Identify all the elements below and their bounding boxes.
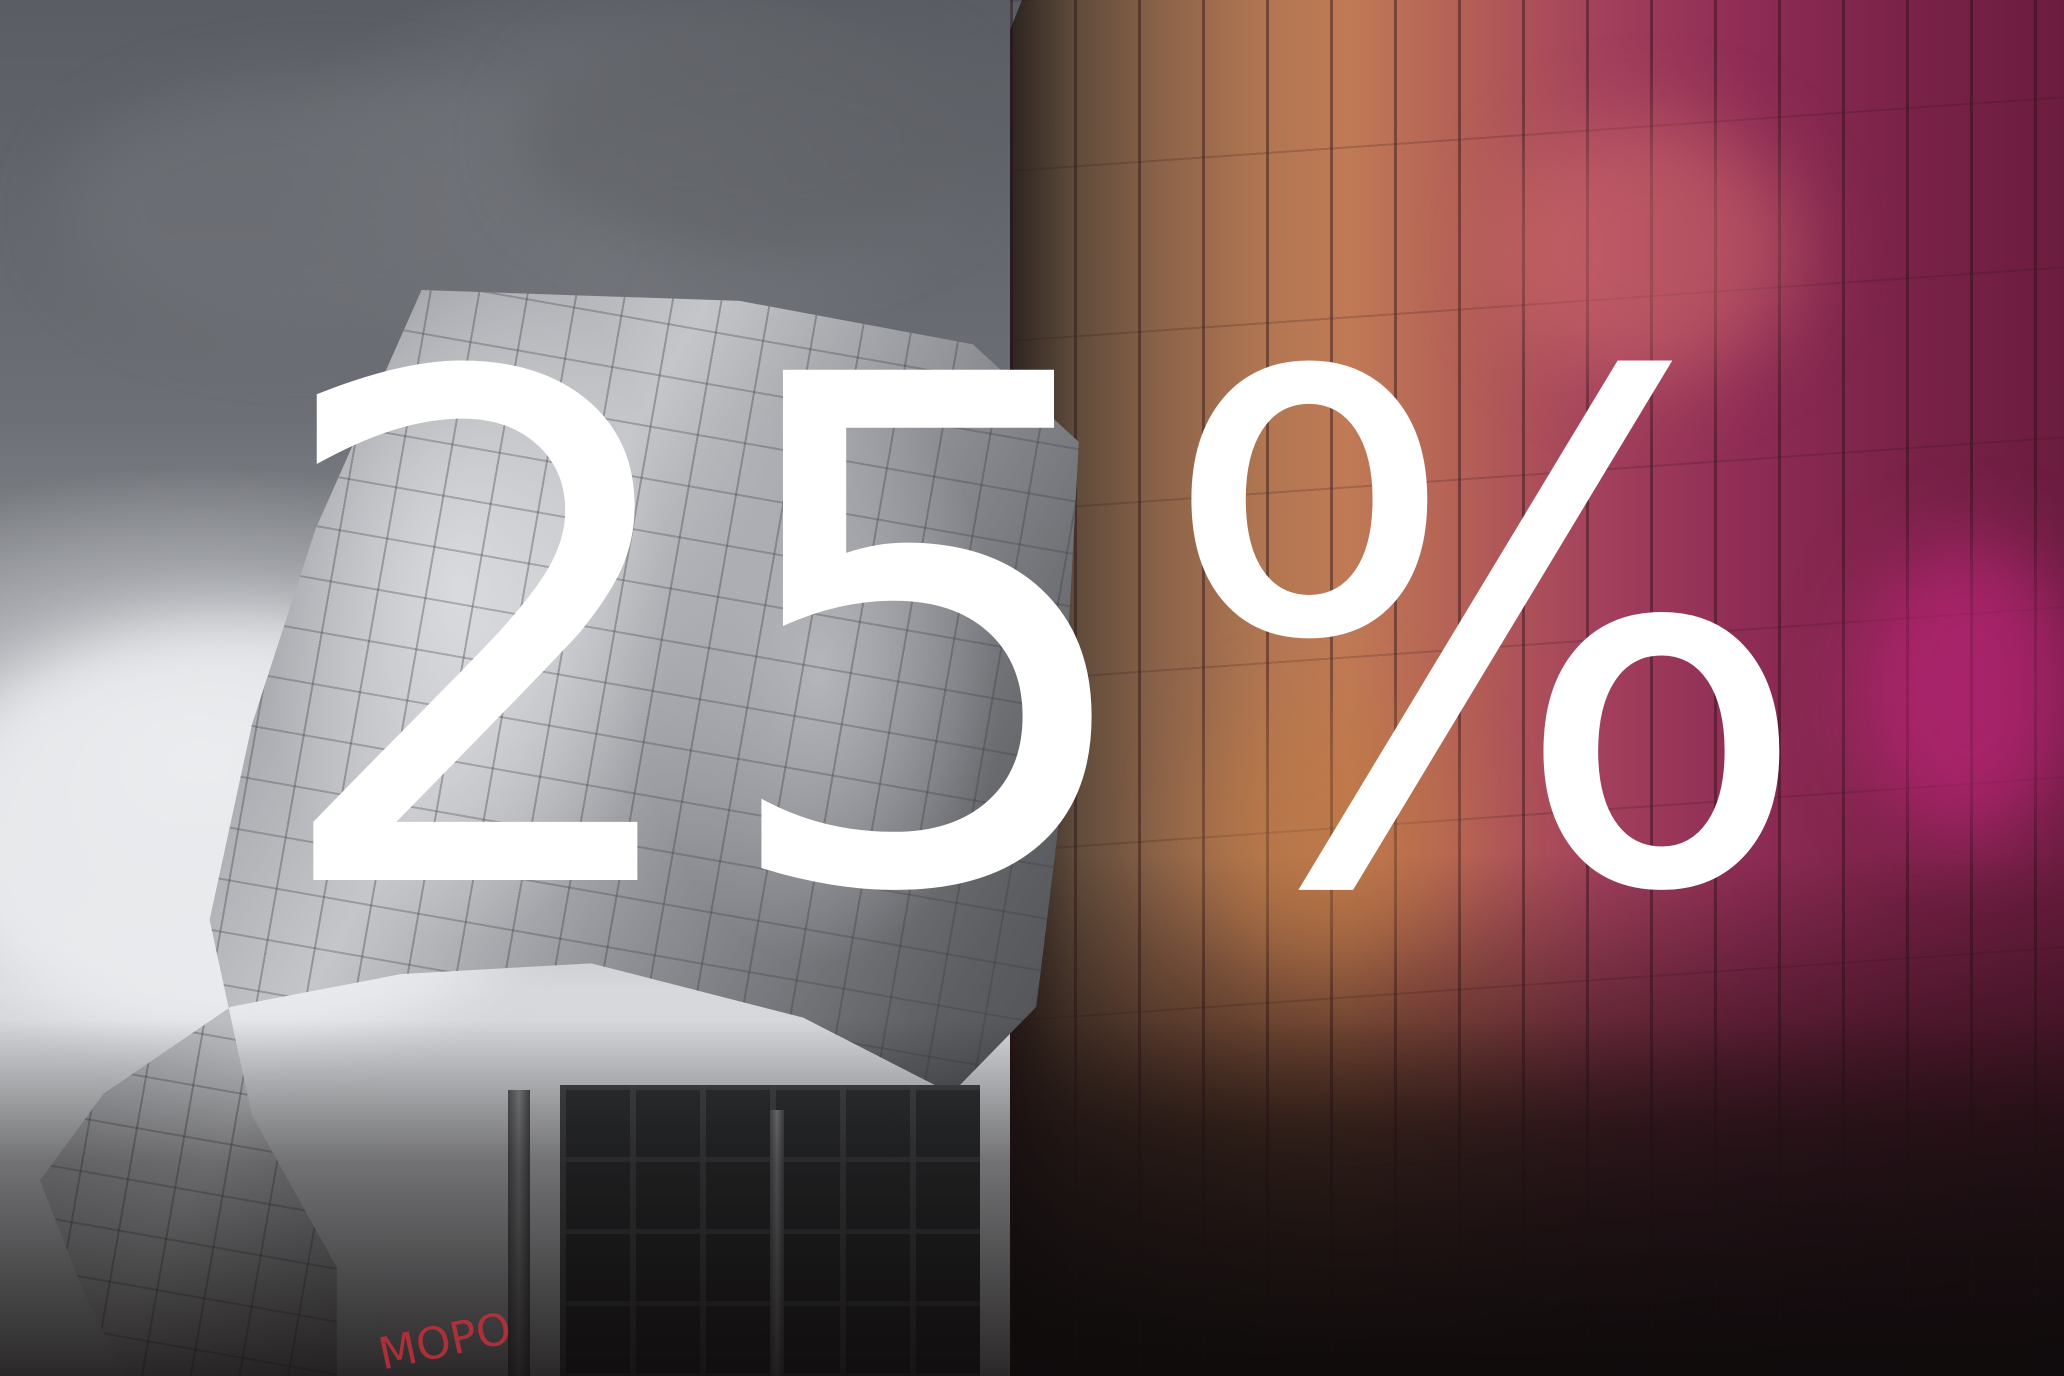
ground-shadow	[0, 1020, 2064, 1376]
cloud	[520, 20, 980, 260]
reflection-glow	[1860, 540, 2064, 840]
reflection-glow	[1500, 120, 1800, 380]
headline-percentage: 25%	[262, 231, 1818, 1046]
reflection-glow	[1200, 700, 1460, 960]
